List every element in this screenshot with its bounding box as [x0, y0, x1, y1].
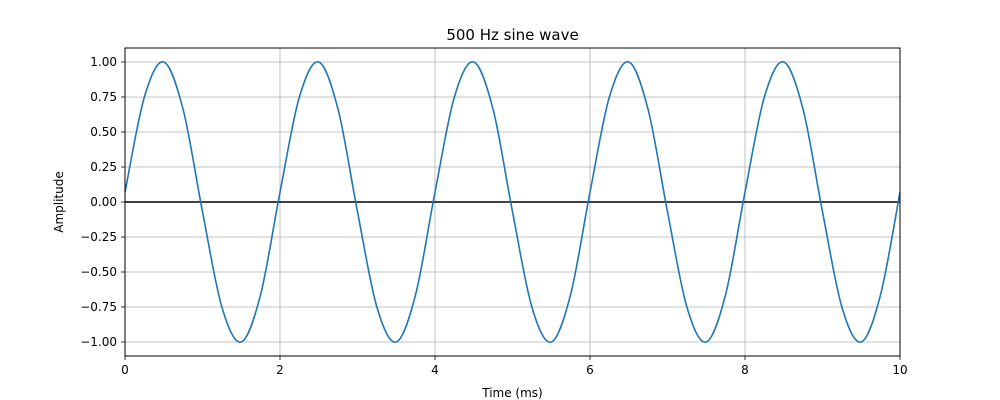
y-tick-label: 0.25: [90, 160, 117, 174]
y-tick-label: −0.25: [80, 230, 117, 244]
x-tick-label: 0: [121, 363, 129, 377]
y-tick-label: −0.75: [80, 300, 117, 314]
y-tick-label: 1.00: [90, 55, 117, 69]
x-tick-label: 10: [892, 363, 907, 377]
chart-title: 500 Hz sine wave: [446, 26, 578, 44]
y-axis-ticks: −1.00 −0.75 −0.50 −0.25 0.00 0.25 0.50 0.75 1.00: [80, 55, 125, 349]
series-line: [124, 61, 901, 343]
y-tick-label: −0.50: [80, 265, 117, 279]
y-tick-label: 0.75: [90, 90, 117, 104]
x-tick-label: 2: [276, 363, 284, 377]
y-tick-label: 0.00: [90, 195, 117, 209]
y-axis-label: Amplitude: [52, 171, 66, 233]
x-tick-label: 4: [431, 363, 439, 377]
y-tick-label: −1.00: [80, 335, 117, 349]
x-axis-label: Time (ms): [481, 386, 543, 400]
y-tick-label: 0.50: [90, 125, 117, 139]
x-axis-ticks: 0 2 4 6 8 10: [121, 356, 908, 377]
x-tick-label: 6: [586, 363, 594, 377]
x-tick-label: 8: [741, 363, 749, 377]
